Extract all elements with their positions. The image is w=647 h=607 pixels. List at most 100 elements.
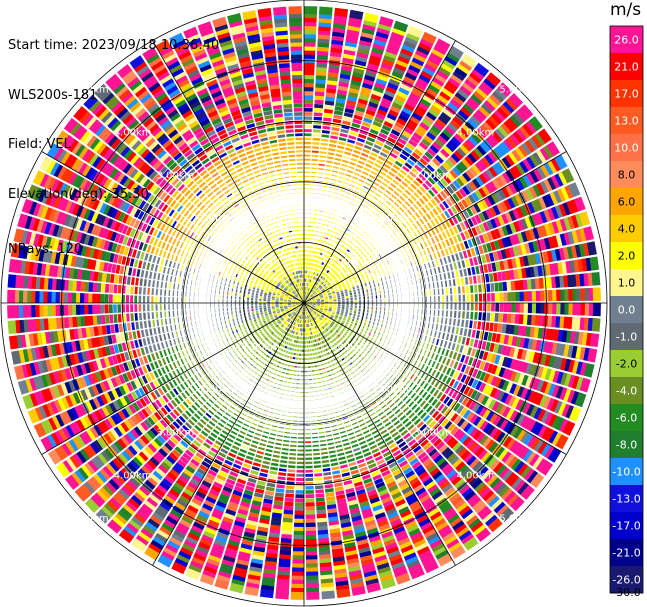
range-gate	[363, 144, 372, 150]
range-gate	[317, 260, 320, 264]
range-gate	[313, 292, 317, 295]
range-gate	[362, 171, 369, 176]
range-gate	[435, 117, 447, 128]
range-gate	[497, 238, 505, 249]
range-gate	[321, 288, 325, 292]
range-gate	[509, 132, 523, 146]
range-gate	[333, 301, 337, 303]
range-gate	[328, 225, 333, 228]
range-gate	[385, 117, 395, 125]
range-gate	[329, 454, 337, 458]
range-gate	[392, 274, 395, 279]
range-gate	[346, 454, 354, 459]
range-gate	[401, 204, 408, 210]
range-gate	[353, 311, 357, 314]
range-gate	[388, 197, 394, 203]
range-gate	[324, 224, 329, 227]
range-gate	[462, 209, 470, 219]
range-gate	[408, 256, 411, 262]
range-gate	[386, 351, 389, 356]
range-gate	[381, 404, 387, 409]
range-gate	[503, 199, 513, 211]
range-gate	[305, 506, 315, 511]
range-gate	[337, 145, 345, 150]
range-gate	[347, 285, 351, 289]
range-gate	[456, 243, 461, 252]
range-gate	[277, 405, 282, 407]
range-gate	[478, 293, 483, 302]
range-gate	[346, 283, 350, 286]
range-gate	[335, 219, 340, 222]
range-gate	[338, 263, 342, 267]
range-gate	[362, 276, 365, 280]
range-gate	[289, 453, 297, 456]
range-gate	[503, 334, 510, 345]
range-gate	[431, 237, 436, 244]
range-gate	[416, 161, 425, 169]
range-gate	[316, 283, 320, 287]
range-gate	[424, 315, 427, 322]
range-gate	[368, 260, 371, 265]
range-gate	[316, 411, 322, 413]
range-gate	[354, 303, 357, 306]
range-gate	[330, 462, 339, 467]
range-gate	[415, 176, 423, 184]
range-gate	[447, 342, 452, 349]
range-gate	[312, 299, 316, 302]
range-gate	[452, 180, 461, 190]
range-gate	[344, 446, 352, 451]
range-gate	[401, 181, 409, 188]
range-gate	[289, 373, 293, 376]
range-gate	[445, 310, 448, 317]
range-gate	[314, 251, 318, 254]
range-gate	[325, 287, 329, 291]
range-gate	[308, 340, 311, 344]
range-gate	[501, 323, 507, 334]
range-gate	[422, 183, 430, 191]
range-gate	[489, 91, 504, 106]
range-gate	[316, 273, 319, 277]
range-gate	[432, 100, 445, 111]
range-gate	[342, 303, 345, 305]
range-gate	[261, 376, 266, 380]
range-gate	[296, 349, 300, 352]
range-gate	[310, 275, 313, 279]
range-gate	[369, 189, 375, 194]
range-gate	[385, 266, 388, 271]
range-gate	[363, 402, 369, 406]
range-gate	[492, 204, 501, 216]
range-gate	[355, 106, 366, 113]
range-gate	[413, 231, 418, 237]
range-gate	[419, 278, 422, 284]
range-gate	[397, 328, 399, 333]
range-gate	[323, 371, 327, 374]
range-gate	[515, 303, 521, 313]
range-gate	[402, 324, 404, 329]
range-gate	[296, 379, 300, 381]
range-gate	[332, 118, 342, 124]
range-gate	[293, 370, 297, 372]
range-gate	[304, 420, 311, 422]
range-gate	[403, 177, 411, 185]
range-gate	[397, 172, 405, 179]
range-gate	[384, 325, 387, 329]
range-gate	[354, 297, 357, 300]
range-gate	[337, 401, 342, 404]
range-gate	[298, 433, 304, 435]
range-gate	[430, 174, 439, 183]
range-gate	[405, 220, 410, 226]
range-gate	[359, 193, 365, 197]
range-gate	[391, 269, 393, 274]
range-gate	[507, 303, 512, 313]
range-gate	[401, 329, 403, 334]
range-gate	[293, 374, 297, 376]
range-gate	[323, 263, 327, 267]
range-gate	[352, 408, 358, 412]
range-gate	[305, 282, 307, 287]
range-gate	[311, 284, 314, 289]
range-gate	[525, 363, 534, 375]
range-gate	[335, 444, 343, 448]
range-gate	[450, 303, 453, 310]
range-gate	[313, 272, 316, 276]
range-gate	[320, 223, 325, 225]
